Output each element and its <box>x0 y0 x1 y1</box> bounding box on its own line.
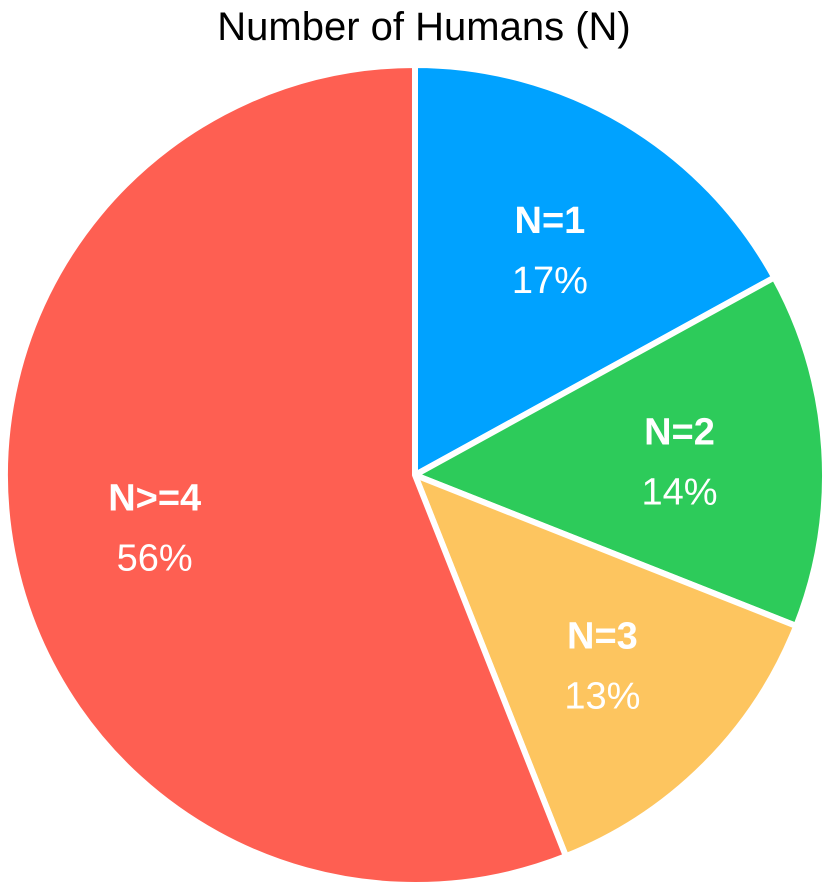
slice-percent-n2: 14% <box>641 471 717 513</box>
slice-label-n2: N=2 <box>644 411 715 453</box>
slice-label-n3: N=3 <box>567 615 638 657</box>
pie-slice-n3 <box>412 472 800 860</box>
chart-title: Number of Humans (N) <box>217 5 630 49</box>
pie-labels: N=1 17% N=2 14% N=3 13% N>=4 56% <box>108 200 717 718</box>
pie-slice-n2 <box>412 274 828 629</box>
pie-slices <box>2 62 828 888</box>
pie-slice-n1 <box>412 62 778 478</box>
slice-percent-n3: 13% <box>564 675 640 717</box>
slice-label-n4: N>=4 <box>108 478 201 520</box>
pie-slice-n4 <box>2 62 569 888</box>
slice-percent-n4: 56% <box>117 538 193 580</box>
slice-percent-n1: 17% <box>512 260 588 302</box>
slice-label-n1: N=1 <box>515 200 586 242</box>
